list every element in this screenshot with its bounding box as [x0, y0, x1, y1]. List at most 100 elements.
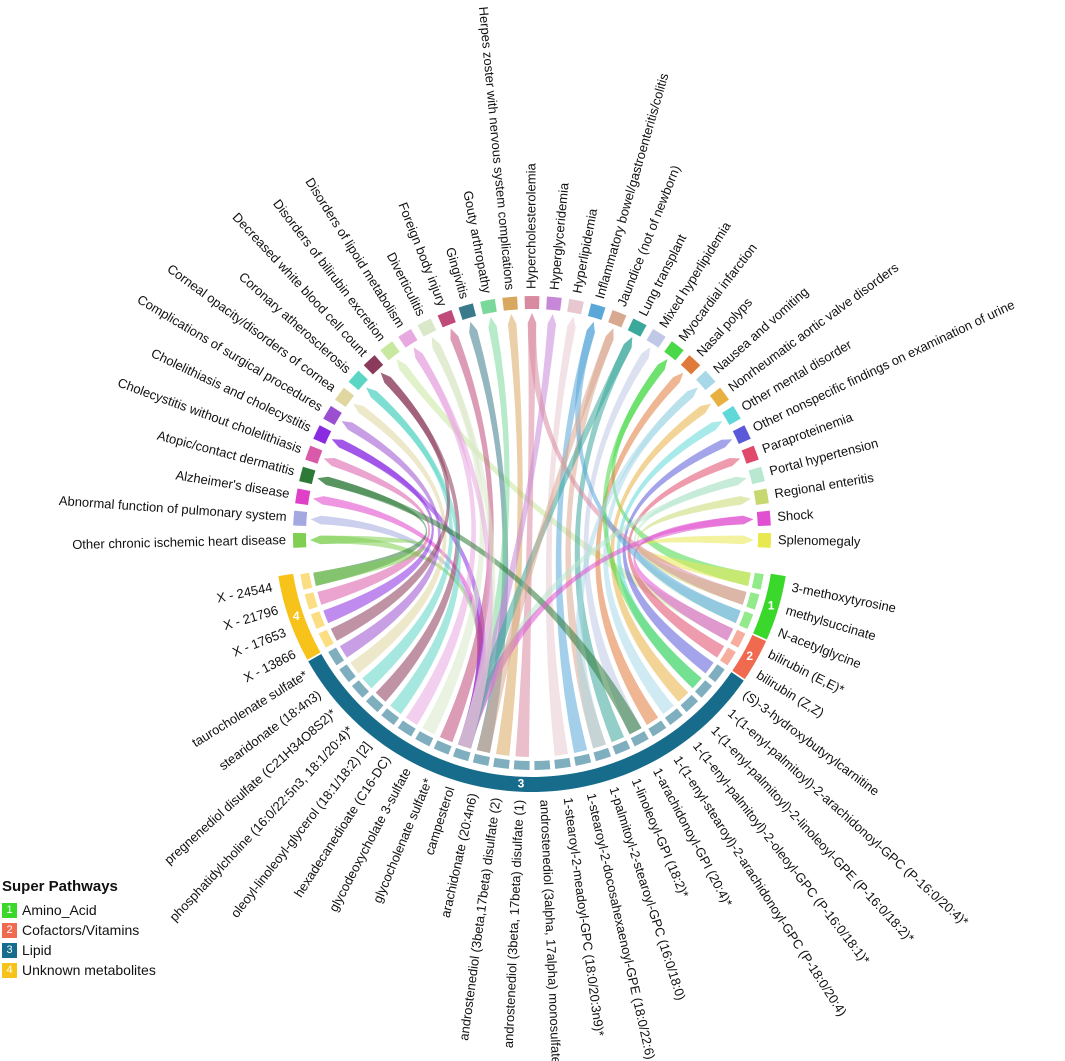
pathway-band-number: 2: [746, 649, 753, 663]
legend-swatch: 2: [2, 922, 17, 938]
legend-label: Unknown metabolites: [22, 962, 156, 978]
metabolite-segment: [612, 740, 631, 755]
chord-ribbon: [310, 535, 425, 586]
disease-segment: [709, 387, 729, 407]
disease-segment: [722, 405, 741, 425]
disease-segment: [567, 298, 584, 315]
disease-segment: [295, 488, 311, 505]
chord-ribbon: [458, 313, 557, 749]
chord-ribbon: [323, 439, 434, 624]
disease-segment: [741, 445, 759, 464]
metabolite-segment: [630, 731, 649, 747]
disease-segment: [437, 309, 456, 328]
metabolite-segment: [751, 572, 764, 590]
pathway-band-number: 3: [518, 776, 525, 790]
metabolite-label: phosphatidylcholine (16:0/22:5n3, 18:1/2…: [166, 723, 356, 924]
disease-segment: [299, 466, 316, 485]
disease-segment: [664, 341, 684, 361]
disease-segment: [587, 303, 606, 320]
chord-ribbon: [575, 387, 698, 749]
chord-ribbon: [422, 336, 485, 735]
legend-label: Cofactors/Vitamins: [22, 922, 140, 938]
label-layer: Other chronic ischemic heart disease Abno…: [58, 6, 1016, 1061]
legend-item-lipid: 3 Lipid: [2, 940, 156, 960]
metabolite-segment: [415, 731, 434, 747]
metabolite-segment: [381, 708, 400, 726]
legend-label: Amino_Acid: [22, 902, 97, 918]
metabolite-segment: [310, 611, 325, 630]
disease-segment: [646, 328, 666, 348]
chord-ribbon: [366, 387, 461, 715]
pathway-band: [753, 573, 786, 640]
ribbon-layer: [310, 313, 754, 757]
legend-title: Super Pathways: [2, 878, 118, 895]
chord-ribbon: [458, 336, 633, 749]
metabolite-segment: [534, 760, 551, 770]
disease-segment: [732, 425, 751, 444]
pathway-band: [278, 573, 321, 660]
metabolite-segment: [719, 647, 736, 666]
disease-segment: [380, 341, 400, 361]
disease-segment: [524, 295, 540, 310]
metabolite-segment: [351, 680, 369, 698]
metabolite-segment: [554, 757, 571, 769]
metabolite-segment: [746, 592, 760, 610]
disease-segment: [502, 296, 518, 311]
disease-segment: [756, 510, 771, 527]
chord-ribbon: [574, 336, 633, 743]
chord-ribbon: [339, 420, 441, 658]
legend-label: Lipid: [22, 942, 52, 958]
chord-ribbon: [639, 535, 754, 586]
legend-item-amino-acid: 1 Amino_Acid: [2, 900, 156, 920]
pathway-band: [732, 634, 767, 680]
disease-label: Splenomegaly: [778, 532, 861, 549]
legend-swatch: 4: [2, 962, 17, 978]
chord-ribbon: [527, 313, 747, 605]
disease-segment: [293, 510, 308, 527]
segment-layer: 1 2 3 4: [278, 295, 786, 792]
metabolite-segment: [648, 720, 667, 737]
metabolite-segment: [328, 647, 345, 666]
metabolite-segment: [365, 694, 384, 713]
metabolite-segment: [452, 747, 471, 762]
metabolite-segment: [574, 753, 592, 766]
chord-ribbon: [330, 372, 451, 641]
disease-segment: [335, 387, 355, 407]
metabolite-segment: [397, 720, 416, 737]
metabolite-label: androstenediol (3alpha, 17alpha) monosul…: [537, 799, 564, 1061]
disease-segment: [680, 355, 701, 375]
chord-ribbon: [583, 347, 651, 735]
metabolite-segment: [513, 760, 530, 770]
metabolite-label: 1-(1-enyl-palmitoyl)-2-linoleoyl-GPE (P-…: [708, 723, 917, 946]
legend: Super Pathways 1 Amino_Acid 2 Cofactors/…: [2, 878, 156, 980]
disease-segment: [546, 296, 562, 311]
metabolite-segment: [318, 629, 334, 648]
chord-ribbon: [633, 515, 754, 641]
metabolite-segment: [695, 680, 713, 698]
legend-swatch: 3: [2, 942, 17, 958]
metabolite-segment: [739, 611, 754, 630]
metabolite-segment: [472, 753, 490, 766]
disease-segment: [458, 303, 477, 320]
chord-ribbon: [515, 313, 537, 757]
disease-label: Other nonspecific findings on examinatio…: [750, 297, 1017, 435]
disease-segment: [627, 318, 647, 337]
disease-segment: [757, 533, 771, 548]
metabolite-label: X - 24544: [215, 580, 273, 606]
metabolite-segment: [493, 757, 510, 769]
disease-segment: [398, 328, 418, 348]
legend-swatch: 1: [2, 902, 17, 918]
metabolite-segment: [680, 694, 699, 713]
metabolite-segment: [433, 740, 452, 755]
pathway-band: [308, 653, 744, 792]
disease-segment: [313, 425, 332, 444]
disease-segment: [748, 466, 765, 485]
chord-ribbon: [317, 457, 431, 605]
chord-ribbon: [350, 403, 447, 674]
disease-label: Hyperglyceridemia: [547, 181, 572, 290]
disease-segment: [363, 355, 384, 375]
chord-ribbon: [610, 403, 711, 702]
metabolite-segment: [664, 708, 683, 726]
chord-ribbon: [476, 328, 614, 753]
